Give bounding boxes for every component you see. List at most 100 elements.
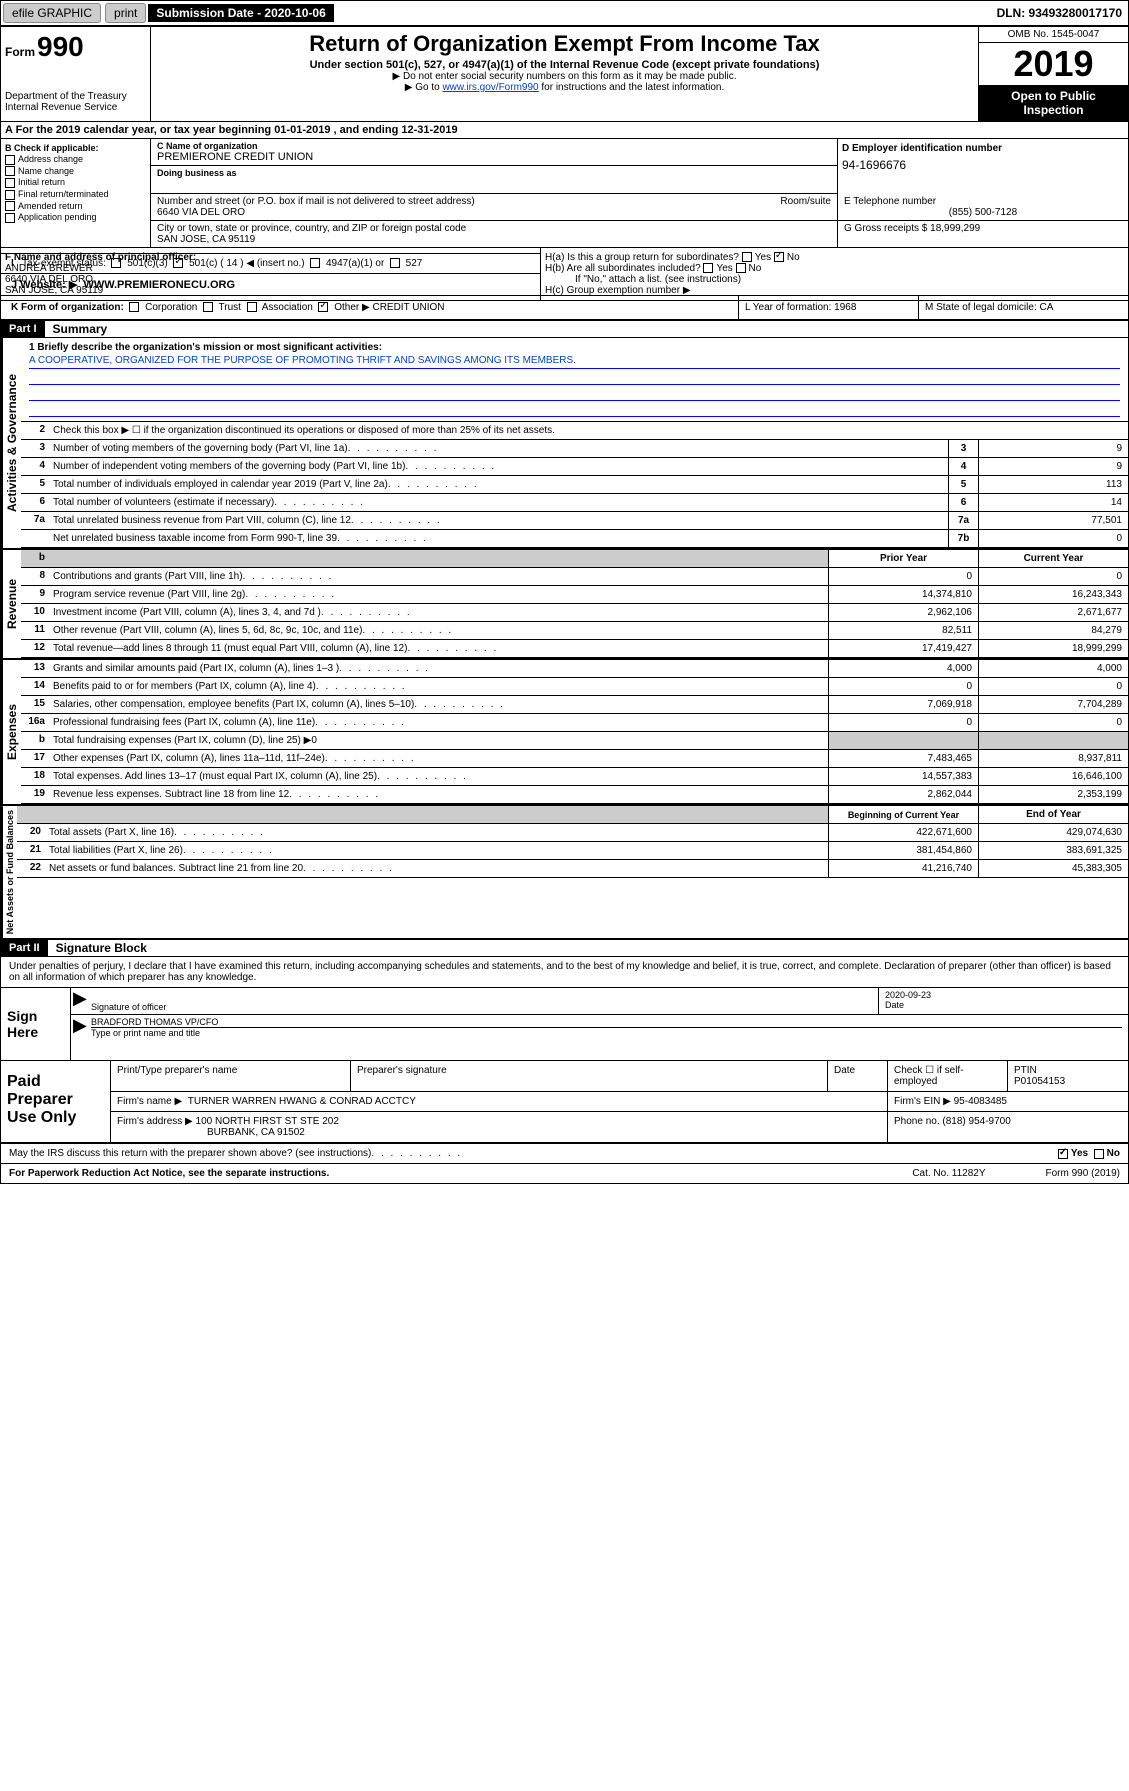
efile-button[interactable]: efile GRAPHIC <box>3 3 101 23</box>
part2-title: Signature Block <box>48 941 147 955</box>
gross-receipts-cell: G Gross receipts $ 18,999,299 <box>838 221 1128 247</box>
sig-date-cell: 2020-09-23 Date <box>878 988 1128 1014</box>
gov-line: 3 Number of voting members of the govern… <box>21 440 1128 458</box>
firm-addr2: BURBANK, CA 91502 <box>117 1127 881 1138</box>
gov-line: 2 Check this box ▶ ☐ if the organization… <box>21 422 1128 440</box>
b-title: B Check if applicable: <box>5 143 146 153</box>
data-line: 10 Investment income (Part VIII, column … <box>21 604 1128 622</box>
ein-label: D Employer identification number <box>842 143 1124 154</box>
ssn-note: ▶ Do not enter social security numbers o… <box>155 71 974 82</box>
data-line: 22 Net assets or fund balances. Subtract… <box>17 860 1128 878</box>
perjury-declaration: Under penalties of perjury, I declare th… <box>1 957 1128 988</box>
part1-title: Summary <box>45 322 108 336</box>
data-line: b Total fundraising expenses (Part IX, c… <box>21 732 1128 750</box>
paid-preparer-block: Paid Preparer Use Only Print/Type prepar… <box>1 1061 1128 1144</box>
data-line: 18 Total expenses. Add lines 13–17 (must… <box>21 768 1128 786</box>
form-header: Form990 Department of the Treasury Inter… <box>1 27 1128 122</box>
phone-label: E Telephone number <box>844 196 1122 207</box>
part2-tab: Part II <box>1 940 48 956</box>
gov-line: 6 Total number of volunteers (estimate i… <box>21 494 1128 512</box>
tax-status-row: I Tax-exempt status: 501(c)(3) 501(c) ( … <box>1 253 541 274</box>
website-label: J Website: ▶ <box>11 279 77 291</box>
status-501c14: 501(c) ( 14 ) ◀ (insert no.) <box>189 258 305 269</box>
chk-final-return[interactable]: Final return/terminated <box>5 189 146 200</box>
form-prefix: Form <box>5 45 35 59</box>
chk-initial-return[interactable]: Initial return <box>5 177 146 188</box>
irs-link[interactable]: www.irs.gov/Form990 <box>442 82 538 93</box>
chk-amended[interactable]: Amended return <box>5 201 146 212</box>
line1-label: 1 Briefly describe the organization's mi… <box>29 342 382 353</box>
discuss-yes-no: Yes No <box>1058 1148 1120 1159</box>
expenses-section: Expenses 13 Grants and similar amounts p… <box>1 660 1128 806</box>
arrow-icon: ▶ <box>71 988 85 1014</box>
data-line: 19 Revenue less expenses. Subtract line … <box>21 786 1128 804</box>
prep-name-cell: Print/Type preparer's name <box>111 1061 351 1091</box>
exp-vert-label: Expenses <box>1 660 21 804</box>
street-label: Number and street (or P.O. box if mail i… <box>157 196 475 207</box>
phone-cell: E Telephone number (855) 500-7128 <box>838 194 1128 220</box>
discuss-row: May the IRS discuss this return with the… <box>1 1144 1128 1164</box>
data-line: 8 Contributions and grants (Part VIII, l… <box>21 568 1128 586</box>
city-cell: City or town, state or province, country… <box>151 221 838 247</box>
org-name-cell: C Name of organization PREMIERONE CREDIT… <box>151 139 837 166</box>
chk-app-pending[interactable]: Application pending <box>5 212 146 223</box>
firm-addr-cell: Firm's address ▶ 100 NORTH FIRST ST STE … <box>111 1112 888 1142</box>
m-state: M State of legal domicile: CA <box>918 296 1128 319</box>
part1-header: Part I Summary <box>1 321 1128 338</box>
sig-date-label: Date <box>885 1000 1122 1010</box>
current-year-hdr: Current Year <box>978 550 1128 567</box>
city-label: City or town, state or province, country… <box>157 223 831 234</box>
gov-line: 4 Number of independent voting members o… <box>21 458 1128 476</box>
dept-treasury: Department of the Treasury Internal Reve… <box>5 91 146 113</box>
form-footer: Form 990 (2019) <box>1046 1168 1120 1179</box>
omb-number: OMB No. 1545-0047 <box>979 27 1128 43</box>
header-right: OMB No. 1545-0047 2019 Open to Public In… <box>978 27 1128 121</box>
form-title: Return of Organization Exempt From Incom… <box>155 31 974 57</box>
goto-pre: ▶ Go to <box>405 82 443 93</box>
year-header-row: b Prior Year Current Year <box>21 550 1128 568</box>
discuss-text: May the IRS discuss this return with the… <box>9 1148 371 1159</box>
part2-header: Part II Signature Block <box>1 940 1128 957</box>
arrow-icon-2: ▶ <box>71 1015 85 1040</box>
col-b-checkboxes: B Check if applicable: Address change Na… <box>1 139 151 247</box>
col-d-ein: D Employer identification number 94-1696… <box>838 139 1128 194</box>
org-name-label: C Name of organization <box>157 141 831 151</box>
officer-type-cell: BRADFORD THOMAS VP/CFO Type or print nam… <box>85 1015 1128 1040</box>
data-line: 13 Grants and similar amounts paid (Part… <box>21 660 1128 678</box>
hb-row: H(b) Are all subordinates included? Yes … <box>545 263 1124 274</box>
prior-year-hdr: Prior Year <box>828 550 978 567</box>
org-name-value: PREMIERONE CREDIT UNION <box>157 151 831 163</box>
submission-date: Submission Date - 2020-10-06 <box>148 4 333 22</box>
header-left: Form990 Department of the Treasury Inter… <box>1 27 151 121</box>
print-button[interactable]: print <box>105 3 146 23</box>
gov-line: 5 Total number of individuals employed i… <box>21 476 1128 494</box>
chk-name-change[interactable]: Name change <box>5 166 146 177</box>
ein-value: 94-1696676 <box>842 158 1124 172</box>
status-label: Tax-exempt status: <box>22 258 106 269</box>
sig-date-value: 2020-09-23 <box>885 990 1122 1000</box>
form-subtitle: Under section 501(c), 527, or 4947(a)(1)… <box>155 59 974 71</box>
footer-row: For Paperwork Reduction Act Notice, see … <box>1 1164 1128 1183</box>
firm-phone-value: (818) 954-9700 <box>942 1116 1010 1127</box>
net-vert-label: Net Assets or Fund Balances <box>1 806 17 938</box>
hc-row: H(c) Group exemption number ▶ <box>545 285 1124 296</box>
data-line: 12 Total revenue—add lines 8 through 11 … <box>21 640 1128 658</box>
dba-cell: Doing business as <box>151 166 837 194</box>
other-val: CREDIT UNION <box>372 302 444 313</box>
type-name-label: Type or print name and title <box>91 1028 1122 1038</box>
firm-phone-cell: Phone no. (818) 954-9700 <box>888 1112 1128 1142</box>
k-form-org: K Form of organization: Corporation Trus… <box>1 296 738 319</box>
officer-sig-cell: Signature of officer <box>85 988 878 1014</box>
prep-date-cell: Date <box>828 1061 888 1091</box>
officer-typed-name: BRADFORD THOMAS VP/CFO <box>91 1017 1122 1028</box>
self-emp-cell: Check ☐ if self-employed <box>888 1061 1008 1091</box>
data-line: 16a Professional fundraising fees (Part … <box>21 714 1128 732</box>
ptin-value: P01054153 <box>1014 1076 1122 1087</box>
revenue-section: Revenue b Prior Year Current Year 8 Cont… <box>1 550 1128 660</box>
paperwork-notice: For Paperwork Reduction Act Notice, see … <box>9 1168 329 1179</box>
gov-line: Net unrelated business taxable income fr… <box>21 530 1128 548</box>
chk-address-change[interactable]: Address change <box>5 154 146 165</box>
row-a-period: A For the 2019 calendar year, or tax yea… <box>1 122 1128 139</box>
sign-here-block: Sign Here ▶ Signature of officer 2020-09… <box>1 988 1128 1061</box>
cat-no: Cat. No. 11282Y <box>912 1168 985 1179</box>
